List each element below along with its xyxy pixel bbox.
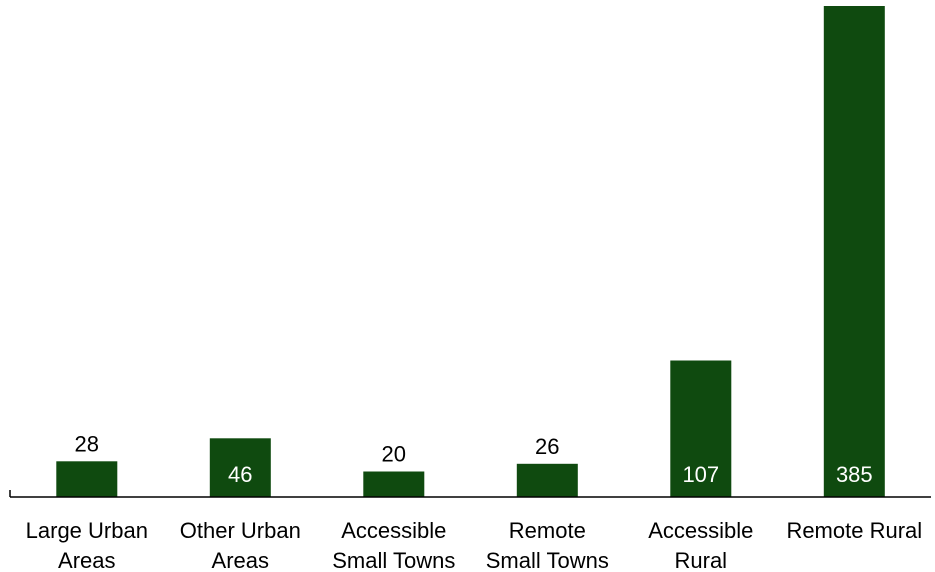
bar-value-label: 107 [682,462,719,487]
category-labels-group: Large Urban Areas Other Urban Areas Accessib… [26,518,923,572]
bar [670,360,732,497]
value-labels-group: 28 46 20 26 107 385 [75,431,873,487]
bar [56,461,118,497]
bar-value-label: 20 [382,441,406,466]
bar [363,471,425,497]
category-label: Remote Rural [786,518,922,543]
category-label: Accessible Rural [648,518,753,572]
category-label-line: Large Urban [26,518,148,543]
category-label-line: Remote Rural [786,518,922,543]
bar-value-label: 28 [75,431,99,456]
bar-value-label: 385 [836,462,873,487]
category-label-line: Rural [675,548,728,572]
bar [516,463,578,497]
category-label: Remote Small Towns [486,518,609,572]
bar [823,6,885,497]
category-label-line: Small Towns [332,548,455,572]
category-label-line: Areas [212,548,269,572]
category-label-line: Areas [58,548,115,572]
bars-group [56,6,885,497]
category-label: Accessible Small Towns [332,518,455,572]
category-label-line: Accessible [341,518,446,543]
category-label-line: Small Towns [486,548,609,572]
category-label-line: Accessible [648,518,753,543]
category-label-line: Remote [509,518,586,543]
category-label: Large Urban Areas [26,518,148,572]
bar [209,438,271,497]
bar-value-label: 46 [228,462,252,487]
category-label: Other Urban Areas [180,518,301,572]
category-label-line: Other Urban [180,518,301,543]
bar-value-label: 26 [535,434,559,459]
